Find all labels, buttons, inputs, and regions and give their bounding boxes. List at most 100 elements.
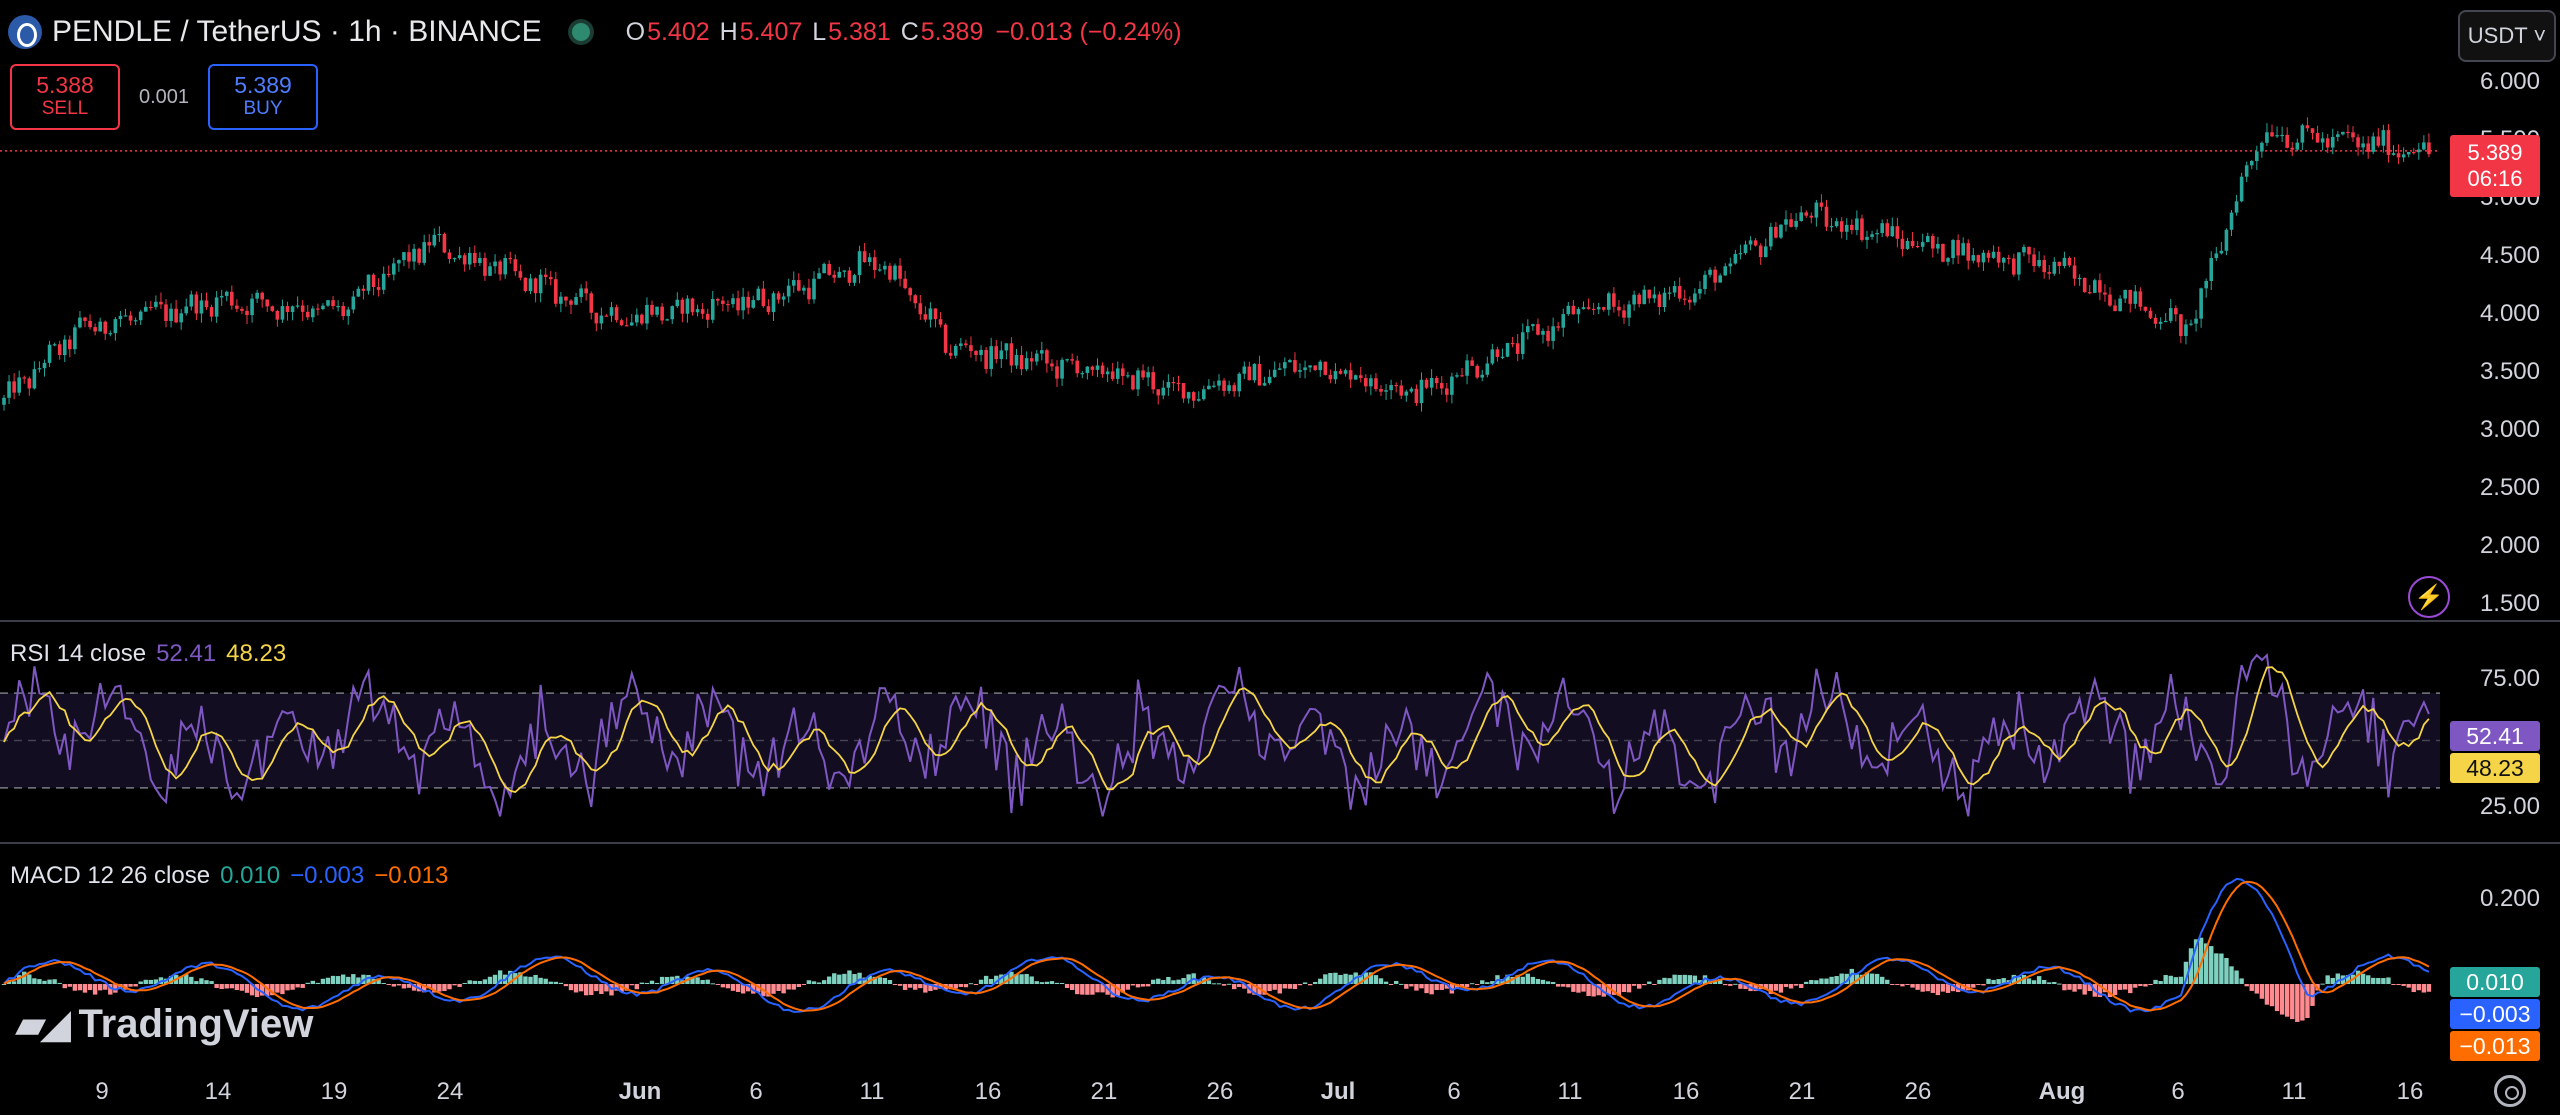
macd-histogram-bar xyxy=(1890,984,1895,986)
candle-body xyxy=(2042,260,2046,273)
macd-histogram-bar xyxy=(2259,984,2265,999)
candle-body xyxy=(1328,374,1333,380)
candle-body xyxy=(311,308,315,318)
buy-button[interactable]: 5.389 BUY xyxy=(208,64,318,130)
macd-histogram-bar xyxy=(948,984,953,990)
macd-histogram-bar xyxy=(1075,984,1080,995)
candle-body xyxy=(1029,358,1034,362)
candle-body xyxy=(1657,294,1662,307)
price-chart[interactable] xyxy=(0,0,2440,620)
price-axis-label: 3.000 xyxy=(2479,416,2540,443)
macd-histogram-bar xyxy=(265,984,270,996)
sell-button[interactable]: 5.388 SELL xyxy=(10,64,120,130)
candle-body xyxy=(2006,257,2011,260)
macd-histogram-bar xyxy=(730,984,736,991)
macd-histogram-bar xyxy=(2320,983,2325,985)
macd-pane[interactable] xyxy=(0,844,2440,1070)
candle-body xyxy=(1019,355,1024,370)
rsi-chart[interactable] xyxy=(0,622,2440,842)
tradingview-logo[interactable]: ▰◢ TradingView xyxy=(16,1002,313,1047)
macd-histogram-bar xyxy=(1292,984,1298,990)
rsi-pane[interactable] xyxy=(0,622,2440,842)
candle-body xyxy=(1389,384,1393,391)
candle-body xyxy=(1293,360,1297,372)
candle-body xyxy=(984,349,988,369)
candle-body xyxy=(1237,373,1242,392)
candle-body xyxy=(969,345,973,352)
pane-divider[interactable] xyxy=(0,842,2560,844)
macd-histogram-bar xyxy=(1221,984,1227,986)
lightning-icon[interactable]: ⚡ xyxy=(2408,576,2450,618)
rsi-legend[interactable]: RSI 14 close 52.41 48.23 xyxy=(10,640,286,668)
candle-body xyxy=(245,310,249,316)
candle-body xyxy=(923,314,928,320)
candle-body xyxy=(483,257,487,276)
macd-legend[interactable]: MACD 12 26 close 0.010 −0.003 −0.013 xyxy=(10,862,448,890)
macd-histogram-bar xyxy=(280,984,285,995)
macd-histogram-bar xyxy=(103,984,108,990)
candle-body xyxy=(1267,376,1272,384)
candle-body xyxy=(290,306,295,313)
candle-body xyxy=(1090,366,1095,370)
last-price-value: 5.389 xyxy=(2467,140,2523,165)
macd-histogram-bar xyxy=(244,984,250,993)
candle-body xyxy=(2320,138,2325,143)
candle-body xyxy=(270,306,275,311)
macd-histogram-bar xyxy=(1378,978,1384,984)
symbol-title[interactable]: PENDLE / TetherUS · 1h · BINANCE xyxy=(52,15,542,48)
candle-body xyxy=(78,317,82,328)
macd-histogram-bar xyxy=(751,984,756,994)
macd-histogram-bar xyxy=(2041,979,2047,984)
macd-histogram-bar xyxy=(2219,953,2224,984)
macd-histogram-bar xyxy=(376,978,381,984)
candle-body xyxy=(802,287,806,291)
candle-body xyxy=(1070,359,1074,361)
macd-histogram-bar xyxy=(62,984,67,989)
macd-histogram-bar xyxy=(1348,974,1353,984)
macd-histogram-bar xyxy=(295,984,300,988)
candle-body xyxy=(1996,251,2001,263)
macd-histogram-bar xyxy=(2305,984,2310,1019)
macd-histogram-bar xyxy=(892,984,898,985)
candle-body xyxy=(1151,372,1155,390)
macd-histogram-bar xyxy=(32,978,37,984)
macd-histogram-bar xyxy=(1566,984,1571,988)
sell-price: 5.388 xyxy=(36,72,94,98)
macd-histogram-bar xyxy=(37,979,42,984)
macd-histogram-bar xyxy=(1267,984,1272,992)
candle-body xyxy=(37,368,42,370)
candle-body xyxy=(1100,365,1105,375)
settings-gear-icon[interactable] xyxy=(2494,1075,2526,1107)
macd-histogram-bar xyxy=(639,982,645,984)
candle-body xyxy=(1520,332,1525,354)
macd-histogram-bar xyxy=(1085,984,1090,995)
pane-divider[interactable] xyxy=(0,620,2560,622)
macd-histogram-bar xyxy=(148,979,154,984)
high-value: 5.407 xyxy=(739,17,803,46)
time-axis[interactable]: 9 14 19 24 Jun 6 11 16 21 26 Jul 6 11 16 21 26 Aug 6 11 16 xyxy=(0,1078,2440,1108)
macd-histogram-bar xyxy=(725,984,731,989)
candle-body xyxy=(1566,305,1571,315)
candle-body xyxy=(1202,389,1206,400)
currency-select[interactable]: USDT ˅ xyxy=(2458,10,2556,62)
candle-body xyxy=(265,299,270,307)
macd-histogram-bar xyxy=(2345,975,2351,984)
candle-body xyxy=(1698,288,1702,294)
macd-histogram-bar xyxy=(2411,984,2416,993)
macd-histogram-bar xyxy=(194,981,199,984)
candle-body xyxy=(1277,368,1282,370)
candle-body xyxy=(1758,245,1763,258)
candle-body xyxy=(73,327,77,350)
candle-body xyxy=(2133,291,2138,304)
candle-body xyxy=(305,311,310,318)
market-status-icon[interactable] xyxy=(571,23,590,41)
candle-body xyxy=(2103,292,2107,295)
macd-chart[interactable] xyxy=(0,844,2440,1070)
candle-body xyxy=(2037,260,2041,267)
candle-body xyxy=(2219,250,2224,254)
candle-body xyxy=(589,293,594,313)
candle-body xyxy=(1688,299,1692,303)
candle-body xyxy=(412,248,416,262)
macd-histogram-bar xyxy=(1824,978,1829,984)
price-pane[interactable] xyxy=(0,0,2440,620)
